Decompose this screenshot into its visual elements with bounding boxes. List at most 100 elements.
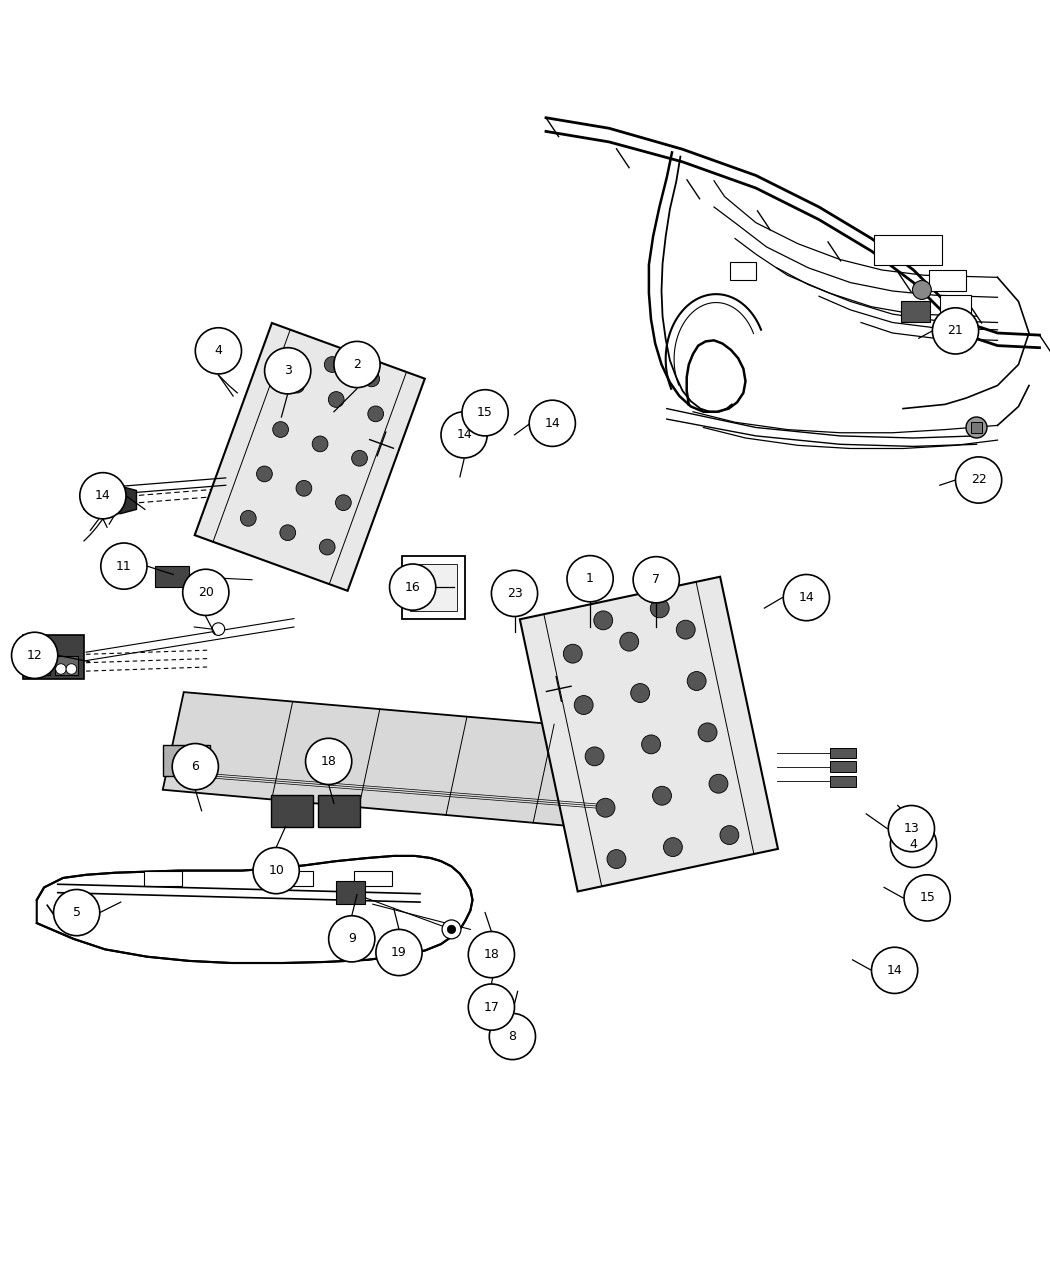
Circle shape: [441, 412, 487, 458]
Circle shape: [172, 743, 218, 789]
Circle shape: [329, 915, 375, 961]
Circle shape: [664, 838, 682, 857]
Bar: [940, 296, 971, 314]
Circle shape: [967, 470, 982, 486]
Bar: [830, 761, 856, 771]
Text: 14: 14: [96, 490, 111, 502]
Circle shape: [596, 798, 615, 817]
Circle shape: [334, 342, 380, 388]
Polygon shape: [37, 856, 473, 963]
Text: 6: 6: [191, 760, 200, 773]
Circle shape: [631, 683, 650, 703]
Circle shape: [912, 280, 931, 300]
Circle shape: [329, 391, 344, 408]
Bar: [318, 796, 360, 826]
Circle shape: [289, 377, 304, 393]
Bar: [144, 871, 182, 886]
Circle shape: [253, 848, 299, 894]
Circle shape: [720, 826, 739, 844]
Text: 15: 15: [919, 891, 936, 904]
Text: 18: 18: [483, 949, 500, 961]
Circle shape: [468, 932, 514, 978]
Text: 17: 17: [483, 1001, 500, 1014]
Circle shape: [54, 890, 100, 936]
Circle shape: [594, 611, 613, 630]
Circle shape: [633, 557, 679, 603]
Text: 18: 18: [320, 755, 337, 768]
Circle shape: [932, 307, 979, 354]
Text: 16: 16: [405, 580, 420, 594]
Text: 20: 20: [197, 585, 214, 599]
Circle shape: [390, 564, 436, 611]
Text: 3: 3: [284, 365, 292, 377]
Circle shape: [585, 747, 604, 766]
Circle shape: [687, 672, 706, 691]
Text: 12: 12: [27, 649, 42, 662]
Text: 14: 14: [886, 964, 903, 977]
Circle shape: [66, 664, 77, 674]
Circle shape: [352, 450, 367, 467]
Polygon shape: [84, 486, 136, 514]
Circle shape: [296, 481, 312, 496]
Circle shape: [966, 417, 987, 439]
Text: 4: 4: [909, 838, 918, 850]
Circle shape: [574, 696, 593, 714]
Circle shape: [256, 467, 272, 482]
Circle shape: [968, 419, 985, 436]
Circle shape: [39, 664, 49, 674]
Circle shape: [652, 787, 671, 806]
Bar: [27, 657, 50, 676]
Polygon shape: [194, 323, 425, 590]
Bar: [55, 657, 78, 676]
Text: 4: 4: [214, 344, 223, 357]
Circle shape: [698, 723, 717, 742]
Bar: [830, 747, 856, 759]
Circle shape: [273, 422, 289, 437]
Text: 10: 10: [268, 864, 285, 877]
Bar: [971, 422, 982, 432]
Circle shape: [101, 543, 147, 589]
Text: 2: 2: [353, 358, 361, 371]
Bar: [354, 871, 392, 886]
Circle shape: [80, 473, 126, 519]
Text: 7: 7: [652, 574, 660, 586]
Circle shape: [563, 644, 582, 663]
Bar: [155, 566, 189, 586]
Circle shape: [312, 436, 328, 451]
Circle shape: [376, 929, 422, 975]
Circle shape: [904, 875, 950, 921]
Text: 1: 1: [586, 572, 594, 585]
Bar: [275, 871, 313, 886]
Text: 14: 14: [798, 592, 815, 604]
Circle shape: [28, 664, 39, 674]
Circle shape: [529, 400, 575, 446]
Circle shape: [462, 390, 508, 436]
Circle shape: [783, 575, 830, 621]
Circle shape: [642, 734, 660, 754]
Circle shape: [491, 570, 538, 617]
Text: 22: 22: [970, 473, 987, 487]
Text: 19: 19: [391, 946, 407, 959]
Circle shape: [240, 510, 256, 527]
Bar: [410, 564, 457, 611]
Bar: [830, 776, 856, 787]
Circle shape: [442, 921, 461, 938]
Circle shape: [280, 525, 296, 541]
Circle shape: [607, 849, 626, 868]
Circle shape: [324, 357, 340, 372]
Text: 9: 9: [348, 932, 356, 945]
Circle shape: [890, 821, 937, 867]
Circle shape: [709, 774, 728, 793]
Circle shape: [212, 622, 225, 635]
Circle shape: [956, 456, 1002, 504]
Circle shape: [336, 495, 352, 510]
Bar: [730, 261, 756, 280]
Circle shape: [319, 539, 335, 555]
Circle shape: [12, 632, 58, 678]
Text: 23: 23: [506, 586, 523, 601]
Circle shape: [888, 806, 934, 852]
Text: 11: 11: [116, 560, 131, 572]
Bar: [929, 270, 966, 291]
Bar: [163, 745, 210, 776]
Text: 14: 14: [545, 417, 561, 430]
